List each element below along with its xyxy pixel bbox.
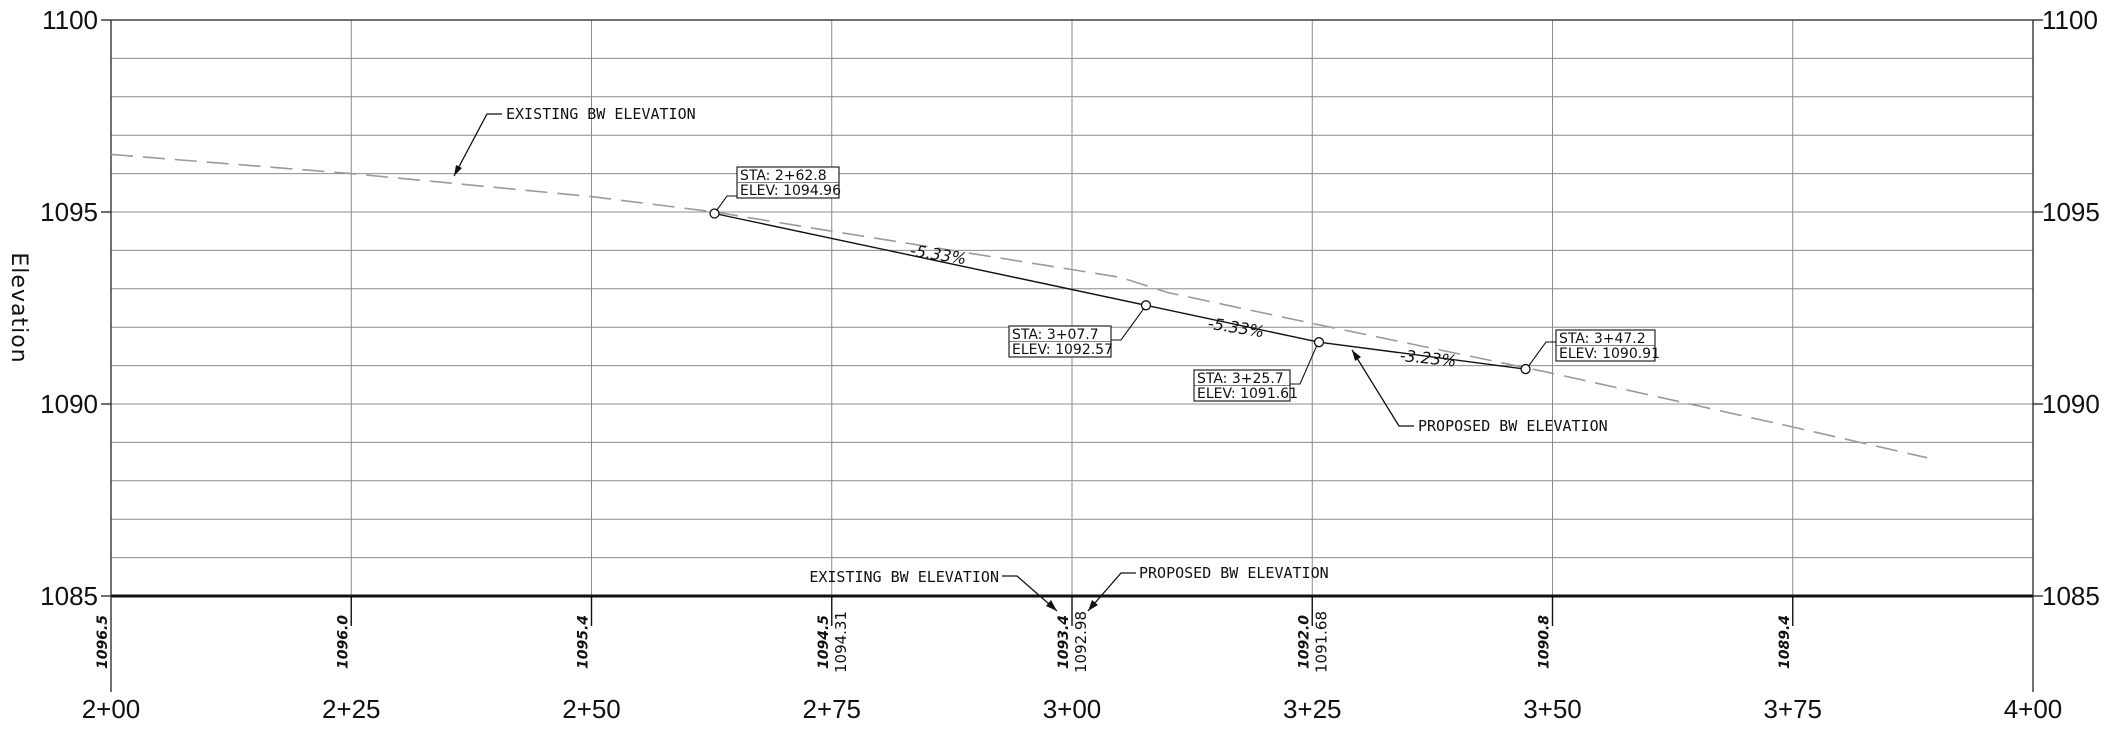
proposed-arrow (1352, 350, 1361, 361)
band-proposed-value: 1094.31 (832, 611, 850, 673)
series-lines (110, 153, 1928, 459)
y-tick-label-left: 1100 (42, 5, 98, 35)
x-tick-label: 2+25 (322, 694, 381, 724)
band-existing-value: 1094.5 (816, 615, 832, 669)
band-existing-value: 1096.0 (335, 615, 351, 669)
elevation-band: 1096.5 1096.0 1095.4 1094.5 1093.4 1092.0 1090… (95, 564, 2034, 692)
station-label: STA: 3+07.7 (1012, 327, 1099, 343)
proposed-leader (1351, 349, 1414, 427)
band-proposed-value: 1091.68 (1312, 611, 1330, 673)
band-proposed-label: PROPOSED BW ELEVATION (1139, 564, 1329, 582)
station-marker (709, 208, 720, 219)
band-existing-value: 1089.4 (1777, 615, 1793, 669)
band-existing-value: 1090.8 (1537, 615, 1553, 669)
band-existing-value: 1093.4 (1056, 615, 1072, 669)
band-existing-value: 1092.0 (1296, 615, 1312, 669)
existing-bw-elevation-line (110, 153, 1928, 459)
y-tick-label-left: 1085 (40, 581, 98, 611)
elevation-label: ELEV: 1091.61 (1197, 386, 1298, 402)
y-tick-labels: 1100 1100 1095 1095 1090 1090 1085 1085 (40, 5, 2100, 611)
y-tick-label-right: 1100 (2042, 5, 2098, 35)
grade-label: -3.23% (1399, 346, 1457, 371)
station-leader (1528, 341, 1556, 367)
y-axis-label: Elevation (6, 252, 31, 363)
x-tick-label: 4+00 (2004, 694, 2063, 724)
band-proposed-leader (1087, 572, 1136, 612)
grid-lines (111, 20, 2033, 596)
band-existing-arrow (1046, 600, 1057, 611)
station-leader (1111, 307, 1145, 341)
station-leader (1290, 344, 1318, 385)
existing-leader (453, 113, 502, 177)
y-tick-label-right: 1085 (2042, 581, 2100, 611)
x-tick-labels: 2+00 2+25 2+50 2+75 3+00 3+25 3+50 3+75 4+00 (82, 694, 2063, 724)
y-tick-label-right: 1095 (2042, 197, 2100, 227)
band-proposed-arrow (1088, 600, 1098, 611)
elevation-label: ELEV: 1092.57 (1012, 342, 1113, 358)
station-label: STA: 3+25.7 (1197, 371, 1284, 387)
x-tick-label: 2+75 (802, 694, 861, 724)
existing-arrow (454, 165, 462, 176)
station-label: STA: 2+62.8 (740, 168, 827, 184)
x-tick-label: 3+75 (1763, 694, 1822, 724)
band-existing-leader (1002, 575, 1058, 612)
existing-bw-elevation-label: EXISTING BW ELEVATION (506, 105, 696, 123)
x-tick-label: 3+00 (1043, 694, 1102, 724)
station-marker (1520, 363, 1531, 375)
proposed-bw-elevation-label: PROPOSED BW ELEVATION (1418, 417, 1608, 435)
elevation-label: ELEV: 1094.96 (740, 183, 841, 199)
band-existing-value: 1096.5 (95, 615, 111, 669)
x-tick-label: 3+25 (1283, 694, 1342, 724)
x-tick-label: 3+50 (1523, 694, 1582, 724)
band-existing-label: EXISTING BW ELEVATION (809, 568, 999, 586)
y-tick-label-right: 1090 (2042, 389, 2100, 419)
x-tick-label: 2+00 (82, 694, 141, 724)
band-proposed-value: 1092.98 (1072, 611, 1090, 673)
band-existing-value: 1095.4 (576, 615, 592, 669)
grade-label: -5.33% (909, 241, 968, 269)
station-label: STA: 3+47.2 (1559, 331, 1646, 347)
station-marker (1313, 337, 1325, 348)
x-tick-label: 2+50 (562, 694, 621, 724)
elevation-label: ELEV: 1090.91 (1559, 346, 1660, 362)
y-tick-label-left: 1090 (40, 389, 98, 419)
grade-label: -5.33% (1207, 314, 1266, 342)
proposed-bw-elevation-line (714, 212, 1526, 370)
station-marker (1140, 300, 1152, 311)
station-leader (716, 195, 737, 211)
y-tick-label-left: 1095 (40, 197, 98, 227)
annotations: EXISTING BW ELEVATION PROPOSED BW ELEVATI… (453, 105, 1608, 435)
